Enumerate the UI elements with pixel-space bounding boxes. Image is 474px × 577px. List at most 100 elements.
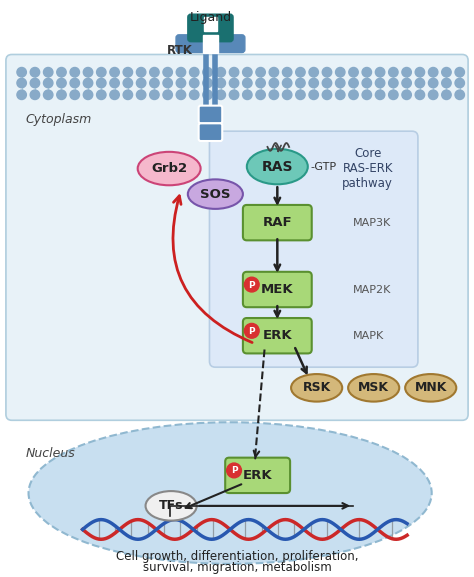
- Circle shape: [428, 90, 438, 99]
- Circle shape: [256, 90, 265, 99]
- Ellipse shape: [405, 374, 456, 402]
- Ellipse shape: [146, 491, 197, 520]
- Circle shape: [150, 68, 159, 77]
- FancyBboxPatch shape: [202, 35, 219, 53]
- FancyBboxPatch shape: [243, 272, 312, 307]
- Circle shape: [245, 277, 259, 292]
- Circle shape: [203, 78, 212, 88]
- FancyBboxPatch shape: [243, 318, 312, 354]
- Circle shape: [389, 68, 398, 77]
- Circle shape: [243, 68, 252, 77]
- Circle shape: [296, 68, 305, 77]
- Text: survival, migration, metabolism: survival, migration, metabolism: [143, 561, 331, 574]
- Circle shape: [44, 90, 53, 99]
- Circle shape: [283, 68, 292, 77]
- Circle shape: [455, 90, 465, 99]
- Circle shape: [123, 90, 133, 99]
- Circle shape: [163, 78, 173, 88]
- Text: RAS: RAS: [262, 160, 293, 174]
- Circle shape: [322, 90, 332, 99]
- Circle shape: [123, 68, 133, 77]
- FancyBboxPatch shape: [188, 14, 233, 42]
- FancyBboxPatch shape: [176, 35, 245, 53]
- Ellipse shape: [137, 152, 201, 185]
- Circle shape: [30, 78, 40, 88]
- Circle shape: [349, 90, 358, 99]
- Circle shape: [229, 68, 239, 77]
- Circle shape: [57, 68, 66, 77]
- Text: MSK: MSK: [358, 381, 389, 394]
- Ellipse shape: [28, 422, 432, 564]
- Text: Cytoplasm: Cytoplasm: [26, 113, 92, 126]
- Circle shape: [123, 78, 133, 88]
- Circle shape: [336, 78, 345, 88]
- Text: P: P: [248, 280, 255, 290]
- Circle shape: [389, 78, 398, 88]
- Circle shape: [336, 68, 345, 77]
- Circle shape: [349, 78, 358, 88]
- Circle shape: [176, 68, 186, 77]
- Circle shape: [269, 78, 279, 88]
- Circle shape: [17, 90, 27, 99]
- Circle shape: [83, 68, 93, 77]
- Circle shape: [269, 68, 279, 77]
- Circle shape: [375, 90, 385, 99]
- Circle shape: [110, 90, 119, 99]
- Circle shape: [110, 68, 119, 77]
- Circle shape: [402, 90, 411, 99]
- Text: MEK: MEK: [261, 283, 293, 296]
- Circle shape: [415, 90, 425, 99]
- Circle shape: [163, 90, 173, 99]
- Circle shape: [137, 78, 146, 88]
- Circle shape: [150, 78, 159, 88]
- Text: RSK: RSK: [302, 381, 331, 394]
- Circle shape: [375, 68, 385, 77]
- Circle shape: [243, 78, 252, 88]
- Text: Ligand: Ligand: [190, 11, 231, 24]
- FancyArrowPatch shape: [173, 196, 252, 343]
- FancyBboxPatch shape: [203, 17, 218, 31]
- Circle shape: [375, 78, 385, 88]
- FancyBboxPatch shape: [210, 131, 418, 367]
- Text: Core
RAS-ERK
pathway: Core RAS-ERK pathway: [342, 147, 393, 190]
- Circle shape: [70, 90, 80, 99]
- Circle shape: [97, 68, 106, 77]
- Circle shape: [110, 78, 119, 88]
- Circle shape: [163, 68, 173, 77]
- Circle shape: [283, 78, 292, 88]
- Circle shape: [428, 68, 438, 77]
- Circle shape: [256, 68, 265, 77]
- Text: MAP3K: MAP3K: [353, 218, 391, 228]
- FancyBboxPatch shape: [225, 458, 290, 493]
- Text: Grb2: Grb2: [151, 162, 187, 175]
- Circle shape: [269, 90, 279, 99]
- Circle shape: [190, 68, 199, 77]
- FancyBboxPatch shape: [199, 123, 222, 141]
- Circle shape: [309, 68, 319, 77]
- Circle shape: [216, 68, 226, 77]
- Text: MNK: MNK: [415, 381, 447, 394]
- Circle shape: [336, 90, 345, 99]
- Circle shape: [44, 68, 53, 77]
- Circle shape: [256, 78, 265, 88]
- Text: -GTP: -GTP: [311, 162, 337, 171]
- Circle shape: [442, 68, 451, 77]
- Ellipse shape: [348, 374, 399, 402]
- Circle shape: [137, 90, 146, 99]
- Circle shape: [402, 78, 411, 88]
- Circle shape: [203, 68, 212, 77]
- Circle shape: [97, 78, 106, 88]
- Circle shape: [190, 78, 199, 88]
- Circle shape: [70, 68, 80, 77]
- Circle shape: [83, 90, 93, 99]
- FancyBboxPatch shape: [199, 106, 222, 123]
- Circle shape: [442, 78, 451, 88]
- Circle shape: [229, 90, 239, 99]
- Circle shape: [216, 90, 226, 99]
- Text: MAPK: MAPK: [353, 331, 384, 341]
- Circle shape: [283, 90, 292, 99]
- Text: TFs: TFs: [159, 499, 183, 512]
- Circle shape: [30, 68, 40, 77]
- Text: ERK: ERK: [243, 469, 273, 482]
- Text: P: P: [231, 466, 237, 475]
